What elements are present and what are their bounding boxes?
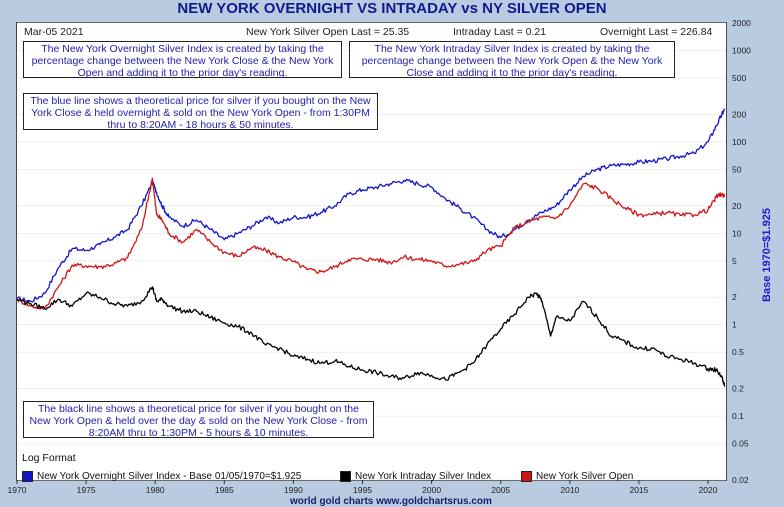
intraday-note: The New York Intraday Silver Index is cr…: [349, 41, 675, 79]
x-tick-label: 1985: [215, 485, 234, 495]
chart-date: Mar-05 2021: [24, 26, 84, 38]
x-tick-label: 2000: [422, 485, 441, 495]
legend-label: New York Overnight Silver Index - Base 0…: [37, 471, 302, 482]
y-tick-label: 0.1: [732, 411, 744, 421]
right-axis-label: Base 1970=$1.925: [761, 208, 773, 302]
x-tick-label: 2015: [629, 485, 648, 495]
y-tick-label: 1000: [732, 46, 751, 56]
y-tick-label: 0.2: [732, 384, 744, 394]
legend-label: New York Intraday Silver Index: [355, 471, 492, 482]
series-line-silver-open: [16, 177, 726, 311]
overnight-last: Overnight Last = 226.84: [600, 26, 713, 38]
overnight-note: The New York Overnight Silver Index is c…: [23, 41, 342, 79]
y-tick-label: 2000: [732, 18, 751, 28]
legend-label: New York Silver Open: [536, 471, 634, 482]
y-tick-label: 10: [732, 228, 742, 238]
x-tick-label: 1980: [146, 485, 165, 495]
legend-item-overnight: New York Overnight Silver Index - Base 0…: [22, 471, 301, 482]
open-last: New York Silver Open Last = 25.35: [246, 26, 410, 38]
black-line-note: The black line shows a theoretical price…: [23, 401, 374, 439]
legend-item-open: New York Silver Open: [521, 471, 633, 482]
y-tick-label: 20: [732, 201, 742, 211]
x-tick-label: 2010: [560, 485, 579, 495]
x-tick-label: 2020: [699, 485, 718, 495]
intraday-last: Intraday Last = 0.21: [453, 26, 547, 38]
y-tick-label: 50: [732, 164, 742, 174]
y-tick-label: 500: [732, 73, 746, 83]
y-tick-label: 100: [732, 137, 746, 147]
series-line-overnight: [16, 108, 726, 303]
series-line-intraday: [16, 286, 726, 387]
log-format-label: Log Format: [22, 452, 76, 464]
chart-title: NEW YORK OVERNIGHT VS INTRADAY vs NY SIL…: [177, 0, 607, 17]
y-tick-label: 0.5: [732, 347, 744, 357]
footer-credit: world gold charts www.goldchartsrus.com: [290, 496, 492, 507]
legend-swatch-blue: [22, 471, 33, 482]
x-tick-label: 1970: [8, 485, 27, 495]
legend-swatch-black: [340, 471, 351, 482]
y-tick-label: 2: [732, 292, 737, 302]
x-tick-label: 1995: [353, 485, 372, 495]
blue-line-note: The blue line shows a theoretical price …: [23, 93, 378, 131]
y-tick-label: 0.05: [732, 439, 749, 449]
y-tick-label: 5: [732, 256, 737, 266]
x-tick-label: 2005: [491, 485, 510, 495]
y-tick-label: 200: [732, 109, 746, 119]
x-tick-label: 1975: [77, 485, 96, 495]
y-tick-label: 1: [732, 320, 737, 330]
x-tick-label: 1990: [284, 485, 303, 495]
y-tick-label: 0.02: [732, 475, 749, 485]
legend-swatch-red: [521, 471, 532, 482]
legend-item-intraday: New York Intraday Silver Index: [340, 471, 491, 482]
